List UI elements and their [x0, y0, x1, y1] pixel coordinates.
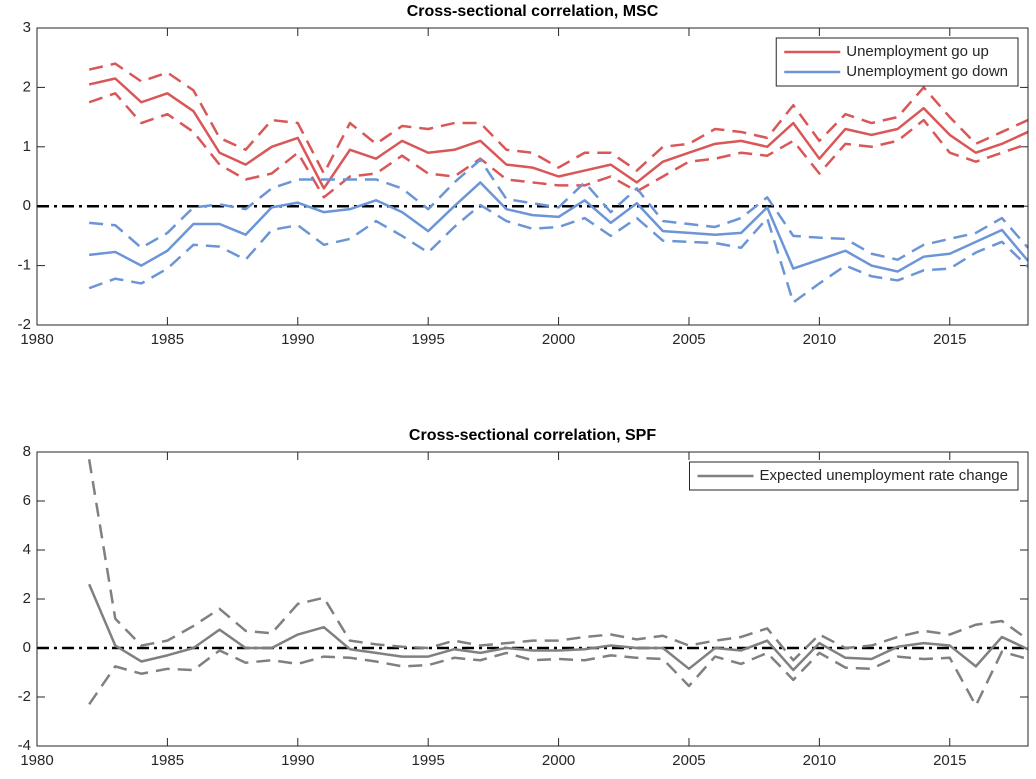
x-tick-label: 2005	[672, 331, 705, 348]
axes-frame	[36, 27, 1029, 326]
confidence-line	[88, 62, 1029, 175]
y-tick-label: 2	[23, 78, 31, 95]
x-tick-label: 1985	[151, 331, 184, 348]
x-tick-label: 1985	[151, 752, 184, 769]
x-tick-label: 1995	[411, 331, 444, 348]
x-tick-label: 2005	[672, 752, 705, 769]
legend-label: Unemployment go up	[846, 43, 989, 60]
axes-frame	[36, 451, 1029, 747]
chart-title: Cross-sectional correlation, MSC	[407, 3, 659, 20]
confidence-line	[88, 649, 1029, 707]
legend-label: Unemployment go down	[846, 63, 1008, 80]
series-line	[89, 181, 1029, 273]
series-line	[88, 77, 1029, 190]
y-tick-label: 0	[23, 197, 31, 214]
legend-box	[775, 37, 1019, 87]
series-line	[88, 583, 1029, 672]
x-tick-label: 1980	[20, 331, 53, 348]
plot-area	[37, 452, 1028, 746]
y-tick-label: 2	[23, 590, 31, 607]
confidence-line	[87, 459, 1029, 662]
x-tick-label: 2015	[933, 331, 966, 348]
legend: Expected unemployment rate change	[689, 461, 1019, 491]
confidence-line	[88, 203, 1029, 304]
x-tick-label: 2010	[803, 331, 836, 348]
y-tick-label: 1	[23, 138, 31, 155]
x-tick-label: 1980	[20, 752, 53, 769]
x-tick-label: 2015	[933, 752, 966, 769]
confidence-line	[89, 158, 1029, 261]
legend-label: Expected unemployment rate change	[760, 467, 1009, 484]
y-tick-label: 4	[23, 541, 31, 558]
y-tick-label: 6	[23, 492, 31, 509]
y-tick-label: 3	[23, 19, 31, 36]
y-tick-label: -4	[18, 737, 31, 754]
x-tick-label: 2010	[803, 752, 836, 769]
y-tick-label: 8	[23, 443, 31, 460]
x-tick-label: 1990	[281, 752, 314, 769]
y-tick-label: -1	[18, 257, 31, 274]
legend: Unemployment go up Unemployment go down	[775, 37, 1019, 87]
confidence-line	[88, 92, 1029, 199]
x-tick-label: 1995	[411, 752, 444, 769]
y-tick-label: -2	[18, 688, 31, 705]
x-tick-label: 1990	[281, 331, 314, 348]
chart-title: Cross-sectional correlation, SPF	[409, 427, 656, 444]
x-tick-label: 2000	[542, 752, 575, 769]
y-tick-label: -2	[18, 316, 31, 333]
y-tick-label: 0	[23, 639, 31, 656]
x-tick-label: 2000	[542, 331, 575, 348]
